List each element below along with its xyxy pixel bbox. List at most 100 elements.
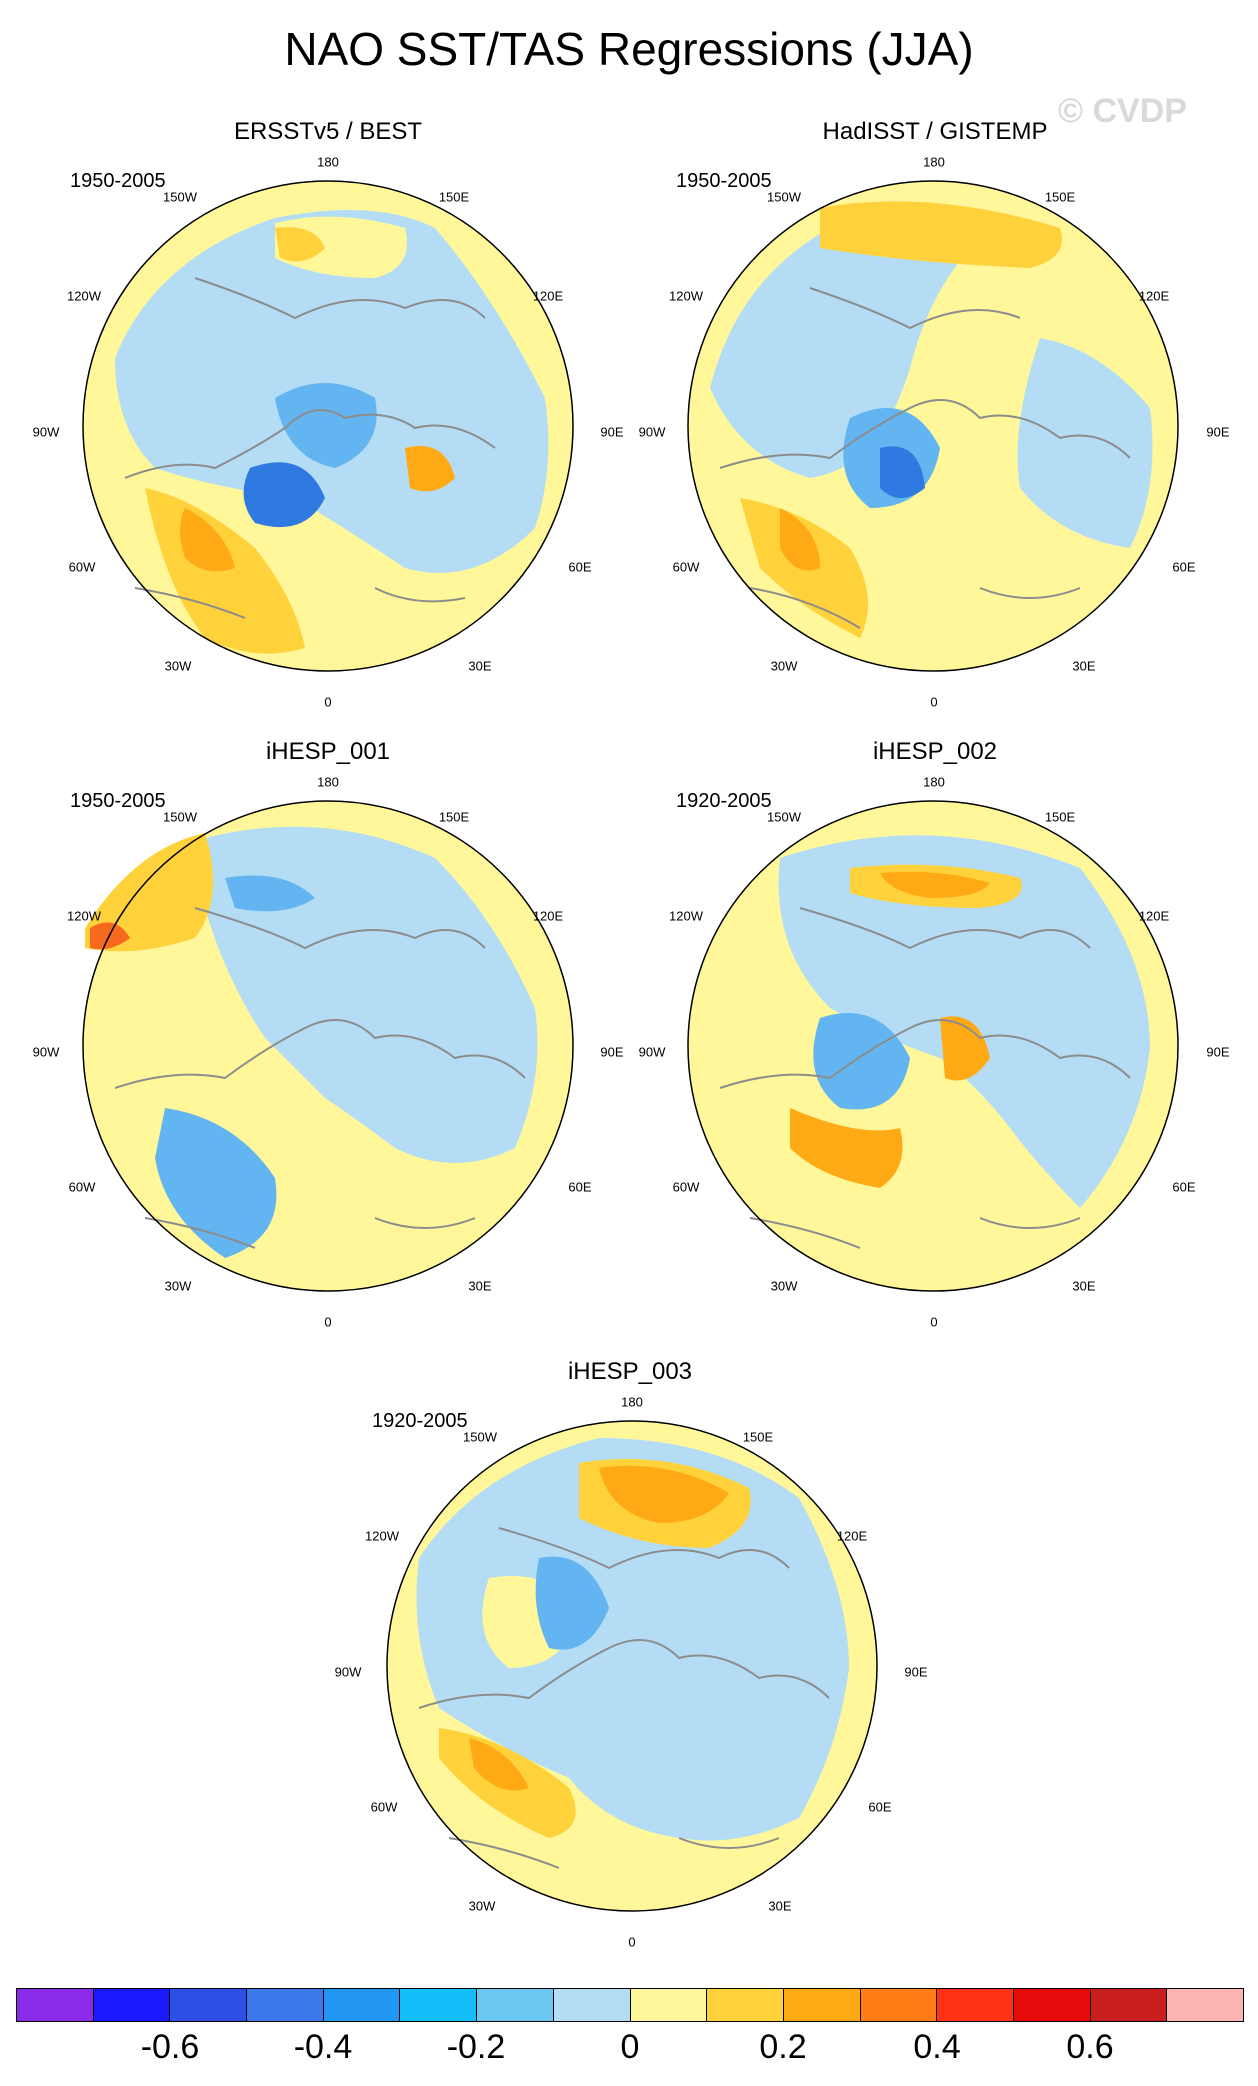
panel-title-2: HadISST / GISTEMP	[822, 118, 1048, 145]
lon-label-90w: 90W	[32, 1044, 60, 1060]
pacific-hot-band	[880, 871, 990, 898]
colorbar-label: 0.4	[913, 2028, 961, 2066]
colorbar-box	[1167, 1989, 1243, 2021]
lon-label-60e: 60E	[568, 559, 592, 575]
lon-label-60e: 60E	[868, 1799, 892, 1815]
lon-label-60w: 60W	[68, 559, 96, 575]
polar-map-2	[687, 180, 1179, 672]
polar-map-5	[386, 1420, 878, 1912]
lon-label-120w: 120W	[67, 288, 101, 304]
coastline	[124, 277, 496, 619]
atlantic-cool	[155, 1108, 277, 1258]
lon-label-30e: 30E	[1072, 658, 1096, 674]
lon-label-60w: 60W	[672, 1179, 700, 1195]
map-boundary	[687, 180, 1179, 672]
negative-anomaly-region	[416, 1438, 849, 1841]
lon-label-120e: 120E	[1138, 908, 1170, 924]
lon-label-30w: 30W	[164, 1278, 192, 1294]
lon-label-60e: 60E	[1172, 559, 1196, 575]
panel-period-5: 1920-2005	[372, 1410, 468, 1432]
coastline	[114, 907, 526, 1249]
pacific-warm-band	[820, 201, 1062, 268]
lon-label-120w: 120W	[365, 1528, 399, 1544]
colorbar-box	[93, 1989, 171, 2021]
lon-label-120w: 120W	[67, 908, 101, 924]
kara-warm	[405, 446, 455, 492]
colorbar-box	[860, 1989, 938, 2021]
colorbar-box	[170, 1989, 248, 2021]
colorbar-box	[247, 1989, 324, 2021]
north-pacific-hot	[599, 1465, 729, 1523]
colorbar-box	[1013, 1989, 1091, 2021]
lon-label-90e: 90E	[600, 424, 624, 440]
lon-label-150e: 150E	[438, 809, 470, 825]
labrador-hot	[180, 508, 235, 572]
lon-label-90e: 90E	[1206, 1044, 1230, 1060]
colorbar-box	[323, 1989, 401, 2021]
lon-label-30w: 30W	[770, 1278, 798, 1294]
greenland-deep	[880, 446, 925, 498]
colorbar-label: 0.6	[1066, 2028, 1114, 2066]
lon-label-120e: 120E	[836, 1528, 868, 1544]
colorbar-box	[937, 1989, 1014, 2021]
cvdp-watermark: © CVDP	[1058, 92, 1187, 130]
lon-label-90e: 90E	[904, 1664, 928, 1680]
lon-label-180: 180	[621, 1394, 643, 1410]
pacific-hot	[90, 922, 130, 950]
lon-label-90w: 90W	[32, 424, 60, 440]
panel-period-1: 1950-2005	[70, 170, 166, 192]
colorbar-box	[707, 1989, 784, 2021]
colorbar-label: -0.4	[293, 2028, 353, 2066]
lon-label-90w: 90W	[638, 1044, 666, 1060]
lon-label-150w: 150W	[767, 809, 801, 825]
colorbar-box	[400, 1989, 478, 2021]
lon-label-150e: 150E	[1044, 809, 1076, 825]
lon-label-150e: 150E	[1044, 189, 1076, 205]
arctic-cool	[813, 1013, 910, 1110]
lon-label-0: 0	[628, 1934, 636, 1950]
colorbar-label: -0.6	[140, 2028, 200, 2066]
lon-label-30e: 30E	[768, 1898, 792, 1914]
colorbar-label: 0	[620, 2028, 640, 2066]
lon-label-0: 0	[930, 694, 938, 710]
lon-label-150w: 150W	[163, 809, 197, 825]
negative-anomaly-region	[710, 211, 980, 479]
colorbar-box	[630, 1989, 708, 2021]
lon-label-120e: 120E	[532, 288, 564, 304]
lon-label-120e: 120E	[532, 908, 564, 924]
lon-label-150e: 150E	[438, 189, 470, 205]
north-blue	[225, 875, 315, 912]
baffin-cold	[243, 462, 325, 528]
lon-label-150e: 150E	[742, 1429, 774, 1445]
panel-period-3: 1950-2005	[70, 790, 166, 812]
east-negative	[1017, 338, 1153, 548]
colorbar-box	[1090, 1989, 1168, 2021]
colorbar-label: -0.2	[446, 2028, 506, 2066]
lon-label-150w: 150W	[163, 189, 197, 205]
colorbar-box	[17, 1989, 94, 2021]
lon-label-60w: 60W	[68, 1179, 96, 1195]
colorbar	[16, 1988, 1244, 2022]
panel-title-3: iHESP_001	[265, 738, 391, 765]
lon-label-0: 0	[324, 1314, 332, 1330]
coastline	[719, 287, 1131, 629]
lon-label-60e: 60E	[1172, 1179, 1196, 1195]
panel-title-4: iHESP_002	[872, 738, 998, 765]
lon-label-150w: 150W	[463, 1429, 497, 1445]
lon-label-60e: 60E	[568, 1179, 592, 1195]
negative-anomaly-region	[205, 826, 538, 1163]
lon-label-60w: 60W	[370, 1799, 398, 1815]
atlantic-warm-band	[790, 1108, 903, 1188]
atlantic-hot	[469, 1738, 529, 1791]
barents-warm	[940, 1016, 990, 1081]
lon-label-180: 180	[923, 154, 945, 170]
lon-label-30e: 30E	[1072, 1278, 1096, 1294]
lon-label-90w: 90W	[638, 424, 666, 440]
map-boundary	[687, 800, 1179, 1292]
lon-label-180: 180	[317, 774, 339, 790]
lon-label-90e: 90E	[600, 1044, 624, 1060]
lon-label-90e: 90E	[1206, 424, 1230, 440]
lon-label-30e: 30E	[468, 658, 492, 674]
gulf-of-alaska-warm	[275, 227, 325, 262]
labrador-hot	[780, 508, 820, 571]
